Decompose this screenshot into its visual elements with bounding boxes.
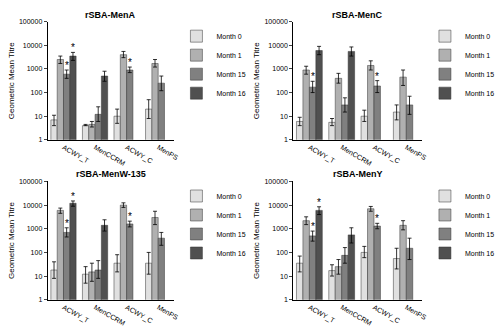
svg-text:*: * bbox=[375, 213, 379, 224]
svg-text:1000: 1000 bbox=[272, 65, 288, 72]
svg-text:*: * bbox=[65, 218, 69, 229]
svg-text:Month 15: Month 15 bbox=[465, 71, 494, 78]
svg-text:*: * bbox=[71, 191, 75, 202]
svg-text:*: * bbox=[311, 71, 315, 82]
svg-text:rSBA-MenY: rSBA-MenY bbox=[333, 169, 383, 179]
svg-text:10: 10 bbox=[35, 273, 43, 280]
svg-text:rSBA-MenC: rSBA-MenC bbox=[332, 10, 383, 20]
svg-text:ACWY_T: ACWY_T bbox=[307, 303, 337, 325]
svg-text:MenCCRM: MenCCRM bbox=[93, 303, 127, 326]
svg-text:10000: 10000 bbox=[23, 42, 43, 49]
svg-text:Month 15: Month 15 bbox=[216, 71, 245, 78]
svg-text:Geometric Mean Titre: Geometric Mean Titre bbox=[252, 202, 261, 279]
svg-text:MenCCRM: MenCCRM bbox=[93, 144, 127, 167]
svg-text:1: 1 bbox=[38, 136, 42, 143]
svg-text:10: 10 bbox=[35, 113, 43, 120]
svg-text:MenPS: MenPS bbox=[156, 303, 180, 321]
svg-text:1000: 1000 bbox=[27, 225, 43, 232]
svg-text:ACWY_C: ACWY_C bbox=[124, 303, 154, 325]
svg-text:Month 1: Month 1 bbox=[465, 52, 490, 59]
svg-text:100: 100 bbox=[276, 249, 288, 256]
svg-text:10: 10 bbox=[280, 273, 288, 280]
svg-text:Month 15: Month 15 bbox=[216, 231, 245, 238]
svg-text:MenPS: MenPS bbox=[156, 144, 180, 162]
svg-text:100000: 100000 bbox=[19, 178, 42, 185]
svg-text:Month 16: Month 16 bbox=[465, 90, 494, 97]
svg-text:100000: 100000 bbox=[264, 178, 287, 185]
svg-text:Month 16: Month 16 bbox=[216, 90, 245, 97]
svg-text:Geometric Mean Titre: Geometric Mean Titre bbox=[252, 42, 261, 119]
svg-text:*: * bbox=[317, 197, 321, 208]
svg-text:Month 16: Month 16 bbox=[465, 250, 494, 257]
svg-text:Month 0: Month 0 bbox=[216, 193, 241, 200]
svg-text:*: * bbox=[71, 42, 75, 53]
svg-text:MenCCRM: MenCCRM bbox=[339, 303, 373, 326]
svg-text:MenPS: MenPS bbox=[404, 144, 428, 162]
svg-text:ACWY_T: ACWY_T bbox=[307, 144, 337, 166]
svg-text:1: 1 bbox=[284, 296, 288, 303]
svg-text:10000: 10000 bbox=[268, 42, 288, 49]
svg-text:100: 100 bbox=[31, 249, 43, 256]
svg-text:*: * bbox=[311, 221, 315, 232]
svg-text:1: 1 bbox=[38, 296, 42, 303]
svg-text:Geometric Mean Titre: Geometric Mean Titre bbox=[7, 42, 16, 119]
svg-text:ACWY_C: ACWY_C bbox=[124, 144, 154, 166]
svg-text:100: 100 bbox=[31, 89, 43, 96]
svg-text:*: * bbox=[375, 71, 379, 82]
svg-text:Month 0: Month 0 bbox=[465, 33, 490, 40]
svg-text:Month 0: Month 0 bbox=[465, 193, 490, 200]
svg-text:rSBA-MenA: rSBA-MenA bbox=[85, 10, 136, 20]
svg-text:ACWY_T: ACWY_T bbox=[61, 303, 91, 325]
svg-text:Month 1: Month 1 bbox=[216, 212, 241, 219]
svg-text:*: * bbox=[65, 60, 69, 71]
svg-text:MenCCRM: MenCCRM bbox=[339, 144, 373, 167]
svg-text:1: 1 bbox=[284, 136, 288, 143]
svg-text:100000: 100000 bbox=[19, 18, 42, 25]
svg-text:MenPS: MenPS bbox=[404, 303, 428, 321]
svg-text:1000: 1000 bbox=[272, 225, 288, 232]
svg-text:ACWY_C: ACWY_C bbox=[371, 144, 401, 166]
svg-text:Month 1: Month 1 bbox=[216, 52, 241, 59]
svg-text:10: 10 bbox=[280, 113, 288, 120]
svg-text:100: 100 bbox=[276, 89, 288, 96]
svg-text:rSBA-MenW-135: rSBA-MenW-135 bbox=[76, 169, 146, 179]
svg-text:Month 0: Month 0 bbox=[216, 33, 241, 40]
svg-text:Geometric Mean Titre: Geometric Mean Titre bbox=[7, 202, 16, 279]
svg-text:Month 15: Month 15 bbox=[465, 231, 494, 238]
svg-text:10000: 10000 bbox=[268, 202, 288, 209]
svg-text:100000: 100000 bbox=[264, 18, 287, 25]
svg-text:*: * bbox=[128, 211, 132, 222]
svg-text:1000: 1000 bbox=[27, 65, 43, 72]
svg-text:Month 16: Month 16 bbox=[216, 250, 245, 257]
svg-text:ACWY_C: ACWY_C bbox=[371, 303, 401, 325]
svg-text:ACWY_T: ACWY_T bbox=[61, 144, 91, 166]
svg-text:*: * bbox=[128, 57, 132, 68]
svg-text:Month 1: Month 1 bbox=[465, 212, 490, 219]
svg-text:10000: 10000 bbox=[23, 202, 43, 209]
